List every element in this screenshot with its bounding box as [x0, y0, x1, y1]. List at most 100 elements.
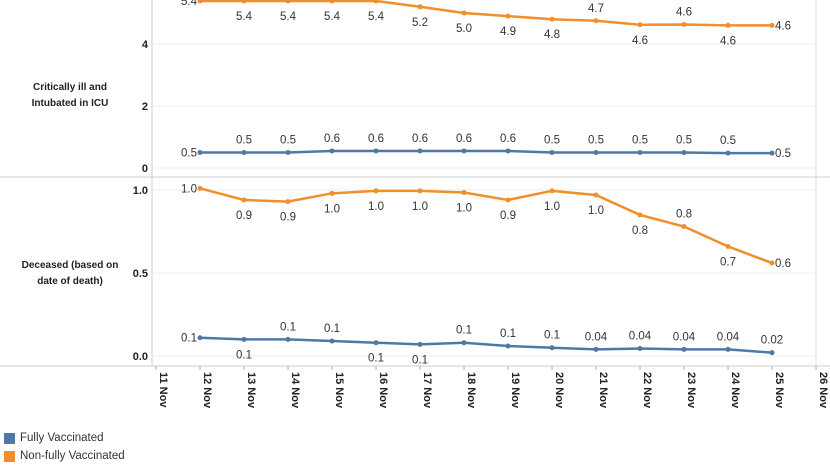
- data-label: 0.5: [181, 148, 197, 160]
- data-label: 0.1: [500, 328, 516, 340]
- x-tick-label: 22 Nov: [641, 372, 653, 409]
- data-label: 4.6: [676, 6, 692, 18]
- x-tick-label: 15 Nov: [333, 372, 345, 409]
- series-line-fully-vaccinated: [200, 149, 772, 155]
- data-label: 0.6: [368, 133, 384, 145]
- data-point: [241, 197, 247, 203]
- data-label: 0.02: [761, 335, 783, 347]
- data-point: [549, 150, 555, 155]
- data-point: [373, 340, 379, 346]
- data-point: [505, 13, 511, 19]
- data-point: [461, 148, 467, 154]
- data-label: 5.2: [412, 17, 428, 29]
- data-label: 1.0: [412, 201, 428, 213]
- x-tick-label: 25 Nov: [773, 372, 785, 409]
- data-label: 1.0: [588, 205, 604, 217]
- row-label: Intubated in ICU: [32, 98, 109, 109]
- data-label: 0.04: [673, 331, 696, 343]
- row-label: Deceased (based on: [22, 260, 119, 271]
- data-label: 0.5: [676, 135, 692, 147]
- data-label: 4.6: [720, 35, 736, 47]
- x-tick-label: 14 Nov: [289, 372, 301, 409]
- x-tick-label: 23 Nov: [685, 372, 697, 409]
- data-point: [593, 150, 599, 155]
- data-label: 0.8: [676, 209, 692, 221]
- data-point: [549, 345, 555, 351]
- x-tick-label: 24 Nov: [729, 372, 741, 409]
- data-label: 5.4: [181, 0, 198, 8]
- x-tick-label: 13 Nov: [245, 372, 257, 409]
- y-tick-label: 4: [142, 39, 149, 51]
- data-label: 0.1: [368, 353, 384, 365]
- legend-label: Non-fully Vaccinated: [20, 450, 125, 462]
- data-point: [329, 0, 335, 4]
- legend-item-fully-vaccinated: Fully Vaccinated: [4, 432, 104, 444]
- data-label: 0.1: [236, 349, 252, 361]
- data-label: 0.9: [280, 212, 296, 224]
- series-line-fully-vaccinated: [199, 336, 773, 354]
- x-tick-label: 17 Nov: [421, 372, 433, 409]
- data-point: [637, 150, 643, 155]
- data-point: [725, 150, 731, 156]
- data-point: [593, 346, 599, 352]
- data-point: [329, 190, 335, 196]
- data-label: 0.5: [280, 135, 296, 147]
- data-label: 0.04: [585, 331, 608, 343]
- data-point: [285, 199, 291, 205]
- data-point: [461, 10, 467, 16]
- data-label: 5.4: [368, 11, 385, 23]
- data-label: 0.5: [632, 135, 648, 147]
- data-label: 0.6: [324, 133, 340, 145]
- x-tick-label: 18 Nov: [465, 372, 477, 409]
- y-tick-label: 2: [142, 101, 148, 113]
- data-point: [681, 21, 687, 27]
- data-label: 0.5: [720, 135, 736, 147]
- data-point: [197, 185, 203, 191]
- data-point: [241, 0, 247, 4]
- data-label: 5.4: [324, 11, 341, 23]
- legend-swatch-blue: [4, 432, 15, 444]
- row-label: Critically ill and: [33, 82, 107, 93]
- data-label: 4.6: [775, 20, 791, 32]
- data-point: [417, 148, 423, 154]
- data-label: 4.6: [632, 35, 648, 47]
- data-label: 0.5: [236, 135, 252, 147]
- data-label: 0.6: [456, 133, 472, 145]
- data-point: [505, 148, 511, 154]
- x-tick-label: 20 Nov: [553, 372, 565, 409]
- x-tick-label: 19 Nov: [509, 372, 521, 409]
- data-point: [769, 22, 775, 28]
- data-point: [637, 346, 643, 352]
- row-label: date of death): [37, 276, 103, 287]
- data-point: [769, 350, 775, 356]
- data-point: [285, 0, 291, 4]
- data-point: [681, 224, 687, 230]
- data-label: 0.6: [412, 133, 428, 145]
- data-point: [417, 4, 423, 10]
- data-point: [197, 335, 203, 341]
- x-tick-label: 12 Nov: [201, 372, 213, 409]
- data-point: [769, 150, 775, 156]
- data-label: 1.0: [456, 202, 472, 214]
- y-tick-label: 0.5: [133, 268, 148, 280]
- x-tick-label: 21 Nov: [597, 372, 609, 409]
- data-point: [241, 150, 247, 155]
- data-point: [637, 212, 643, 218]
- legend-item-non-fully-vaccinated: Non-fully Vaccinated: [4, 450, 125, 462]
- data-label: 0.1: [181, 333, 197, 345]
- data-label: 0.7: [720, 256, 736, 268]
- data-label: 5.4: [236, 11, 253, 23]
- data-label: 0.5: [588, 135, 604, 147]
- data-point: [241, 336, 247, 342]
- data-label: 0.1: [324, 323, 340, 335]
- data-point: [549, 188, 555, 194]
- data-label: 0.1: [412, 354, 428, 366]
- data-label: 0.6: [500, 133, 516, 145]
- data-point: [505, 197, 511, 203]
- data-point: [373, 148, 379, 154]
- data-point: [769, 260, 775, 266]
- data-label: 0.04: [717, 331, 740, 343]
- data-point: [373, 188, 379, 194]
- data-label: 0.1: [544, 330, 560, 342]
- data-label: 1.0: [324, 203, 340, 215]
